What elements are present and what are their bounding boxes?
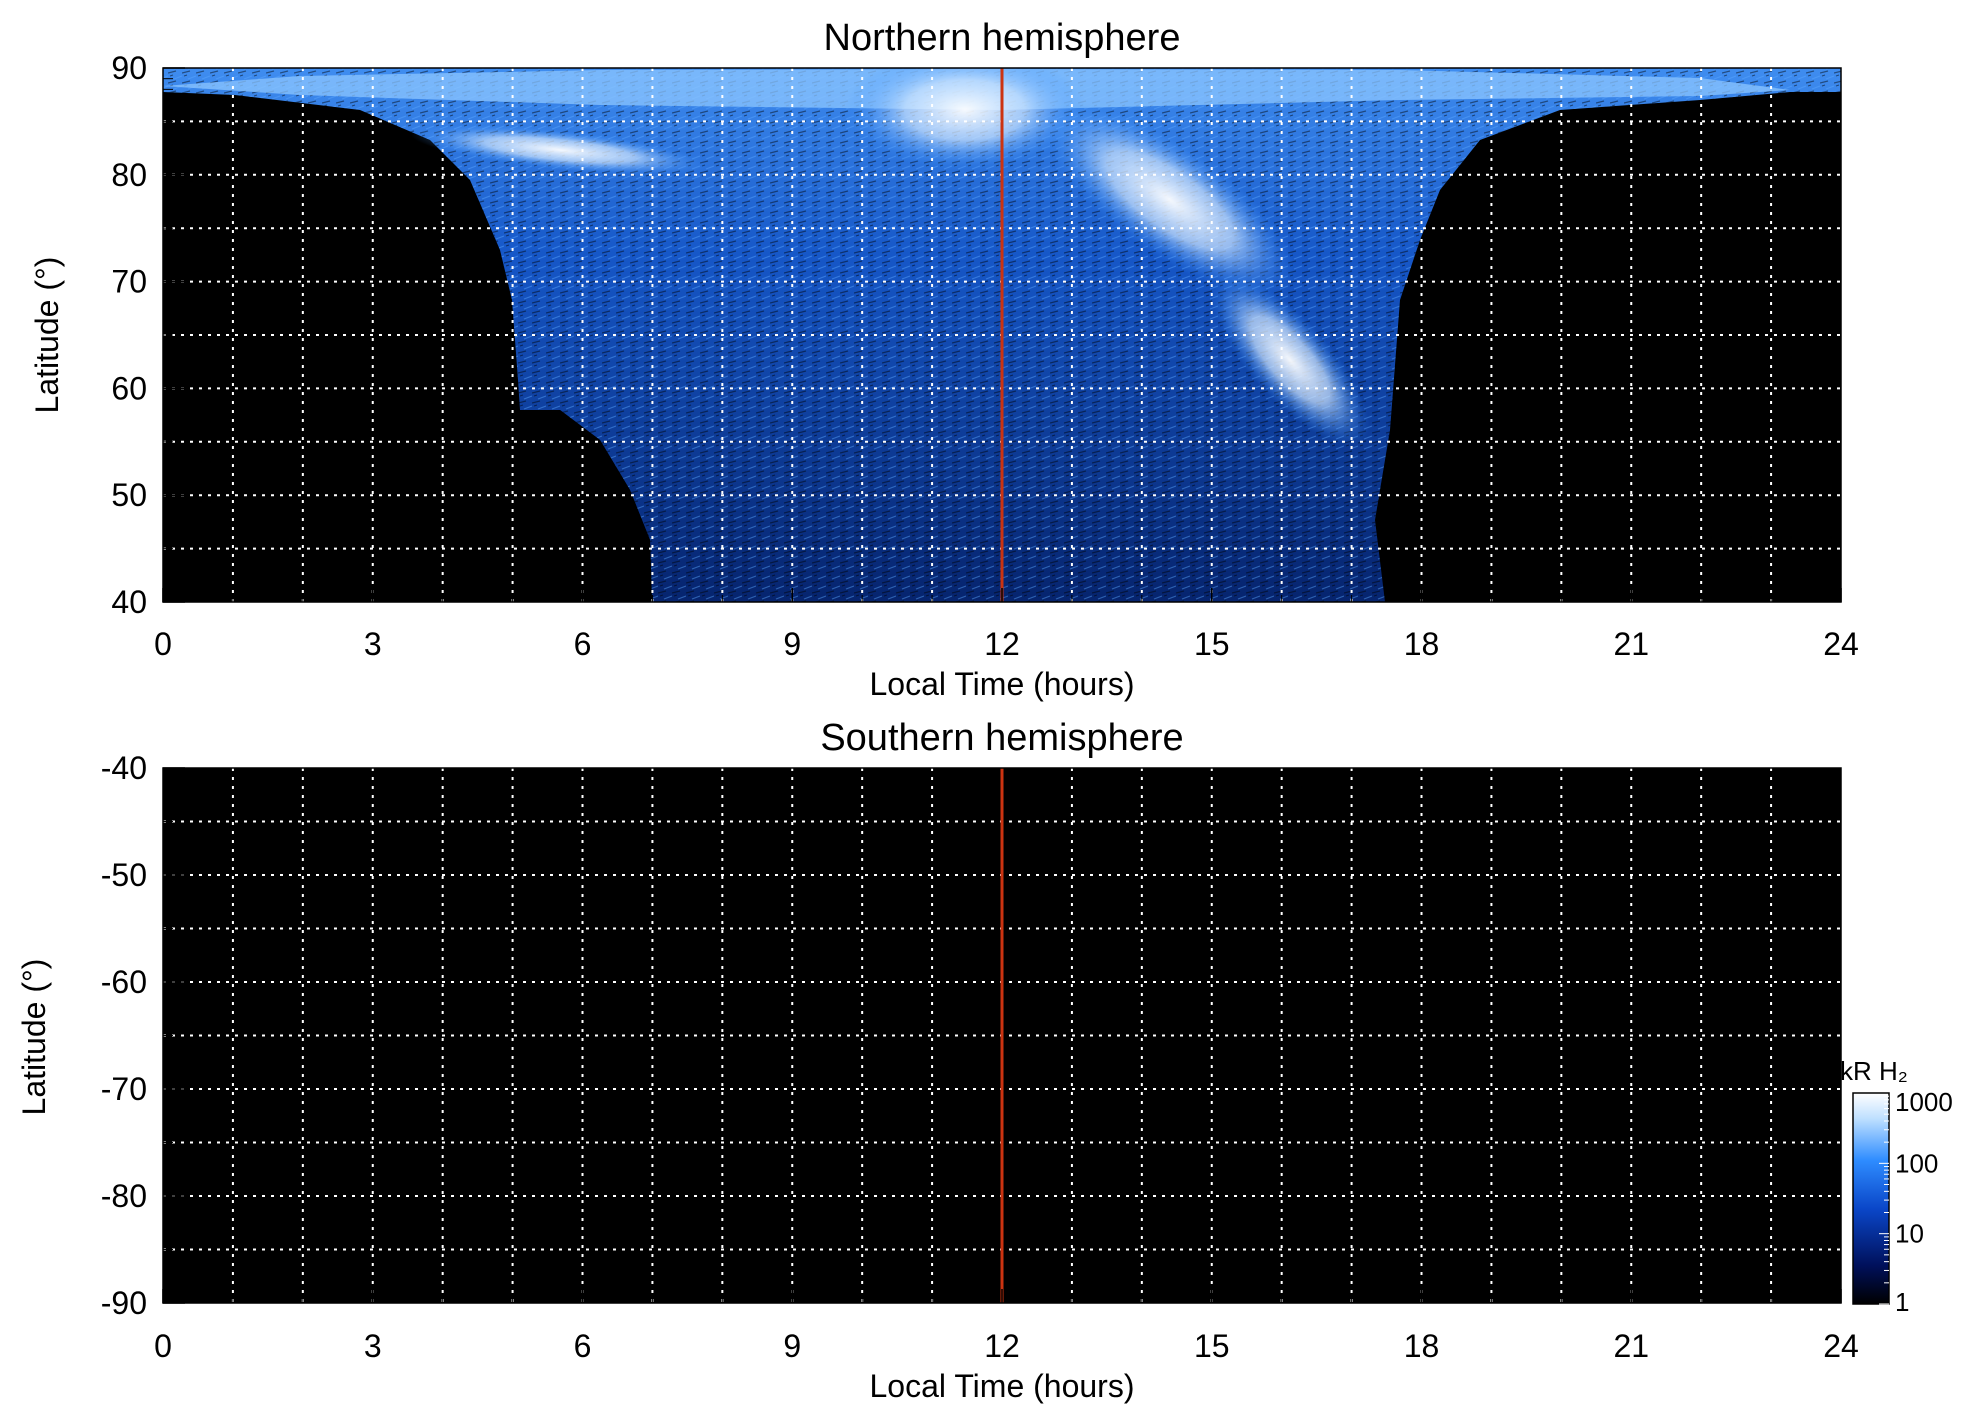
- afternoon-arc-upper: [1043, 102, 1297, 298]
- north-ytick-label: 70: [111, 264, 147, 300]
- colorbar-ticks: 1000 100 10 1: [1879, 1087, 1953, 1317]
- colorbar-tick-label: 1: [1895, 1287, 1909, 1317]
- north-ytick-label: 40: [111, 584, 147, 620]
- colorbar-tick-label: 10: [1895, 1219, 1924, 1249]
- south-xtick-label: 9: [783, 1328, 801, 1364]
- north-xtick-label: 21: [1613, 626, 1649, 662]
- north-ytick-label: 90: [111, 50, 147, 86]
- north-xtick-label: 18: [1404, 626, 1440, 662]
- north-ytick-label: 80: [111, 157, 147, 193]
- north-ylabel: Latitude (°): [29, 257, 65, 414]
- northern-panel: 0 3 6 9 12 15 18 21 24 40 50 60 70 80 90 Northern hemi…: [29, 17, 1859, 702]
- north-title: Northern hemisphere: [824, 17, 1181, 59]
- south-ylabel: Latitude (°): [16, 959, 52, 1116]
- south-ytick-label: -70: [101, 1071, 147, 1107]
- south-ytick-label: -50: [101, 857, 147, 893]
- north-xtick-label: 15: [1194, 626, 1230, 662]
- south-ticks: 0 3 6 9 12 15 18 21 24 -40 -50 -60 -70 -80 -90: [101, 750, 1859, 1364]
- colorbar-tick-label: 100: [1895, 1148, 1938, 1178]
- south-ytick-label: -80: [101, 1178, 147, 1214]
- south-ytick-label: -60: [101, 964, 147, 1000]
- south-xlabel: Local Time (hours): [870, 1368, 1135, 1404]
- south-ytick-label: -40: [101, 750, 147, 786]
- north-night-corner: [518, 410, 652, 602]
- north-ytick-label: 60: [111, 370, 147, 406]
- north-ytick-label: 50: [111, 477, 147, 513]
- south-xtick-label: 24: [1823, 1328, 1859, 1364]
- north-xtick-label: 12: [984, 626, 1020, 662]
- colorbar: kR H₂ 1000 100 10 1: [1840, 1056, 1953, 1317]
- south-xtick-label: 12: [984, 1328, 1020, 1364]
- south-ytick-label: -90: [101, 1285, 147, 1321]
- north-xtick-label: 0: [154, 626, 172, 662]
- south-xtick-label: 18: [1404, 1328, 1440, 1364]
- southern-panel: 0 3 6 9 12 15 18 21 24 -40 -50 -60 -70 -80 -90 Souther…: [16, 717, 1859, 1404]
- south-xtick-label: 21: [1613, 1328, 1649, 1364]
- dawn-arc: [410, 124, 710, 176]
- afternoon-arc-lower: [1210, 273, 1370, 447]
- south-title: Southern hemisphere: [820, 717, 1183, 759]
- north-xtick-label: 24: [1823, 626, 1859, 662]
- noon-arc: [845, 68, 1085, 170]
- north-xtick-label: 3: [364, 626, 382, 662]
- north-xtick-label: 9: [783, 626, 801, 662]
- colorbar-gradient: [1852, 1092, 1890, 1305]
- colorbar-title: kR H₂: [1840, 1056, 1908, 1086]
- south-xtick-label: 6: [574, 1328, 592, 1364]
- south-xtick-label: 3: [364, 1328, 382, 1364]
- north-ticks: 0 3 6 9 12 15 18 21 24 40 50 60 70 80 90: [111, 50, 1858, 662]
- south-xtick-label: 0: [154, 1328, 172, 1364]
- south-xtick-label: 15: [1194, 1328, 1230, 1364]
- north-xlabel: Local Time (hours): [870, 666, 1135, 702]
- colorbar-tick-label: 1000: [1895, 1087, 1953, 1117]
- north-xtick-label: 6: [574, 626, 592, 662]
